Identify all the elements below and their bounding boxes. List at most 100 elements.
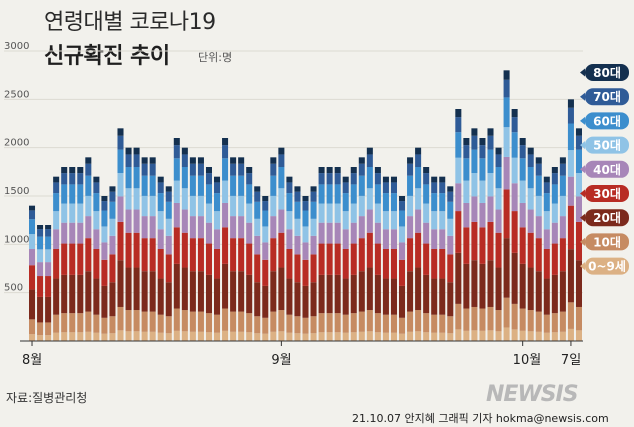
bar-39-segment-1 [342, 314, 349, 333]
bar-39-segment-8 [342, 176, 349, 183]
bar-49-segment-7 [423, 173, 430, 185]
bar-20-segment-6 [189, 175, 196, 196]
bar-34-segment-3 [302, 259, 309, 286]
bar-65-segment-4 [551, 222, 558, 244]
bar-22-segment-4 [205, 222, 212, 244]
bar-60-segment-1 [511, 303, 518, 330]
bar-15-segment-4 [149, 216, 156, 239]
bar-27-segment-6 [246, 184, 253, 204]
bar-13-segment-3 [133, 232, 140, 268]
bar-51 [439, 176, 446, 341]
bar-51-segment-7 [439, 182, 446, 194]
bar-5-segment-6 [69, 184, 76, 204]
bar-63-segment-0 [535, 331, 542, 341]
bar-48-segment-2 [415, 267, 422, 311]
bar-45-segment-8 [390, 176, 397, 183]
bar-38-segment-8 [334, 167, 341, 174]
bar-59-segment-7 [503, 79, 510, 98]
bar-25-segment-6 [230, 175, 237, 196]
bar-39-segment-6 [342, 193, 349, 212]
bar-8-segment-7 [93, 182, 100, 194]
bar-25-segment-4 [230, 216, 237, 239]
bar-9-segment-2 [101, 285, 108, 318]
bar-43-segment-5 [374, 203, 381, 223]
bar-42-segment-1 [366, 310, 373, 332]
bar-8-segment-6 [93, 193, 100, 212]
bar-17-segment-6 [165, 201, 172, 219]
bar-44-segment-2 [382, 278, 389, 315]
bar-4-segment-6 [61, 184, 68, 204]
bar-63-segment-2 [535, 271, 542, 312]
bar-16-segment-6 [157, 193, 164, 212]
bar-67-segment-7 [567, 107, 574, 124]
bar-64-segment-1 [543, 314, 550, 333]
bar-32 [286, 176, 293, 341]
bar-62-segment-7 [527, 154, 534, 167]
bar-26-segment-7 [238, 163, 245, 176]
bar-15-segment-2 [149, 271, 156, 312]
bar-41-segment-8 [358, 157, 365, 164]
bar-15-segment-5 [149, 195, 156, 217]
bar-18-segment-8 [173, 138, 180, 146]
bar-28-segment-0 [254, 333, 261, 341]
bar-50-segment-0 [431, 332, 438, 341]
bar-3-segment-2 [53, 278, 60, 315]
bar-32-segment-4 [286, 229, 293, 249]
bar-37-segment-5 [326, 203, 333, 223]
bar-37-segment-4 [326, 222, 333, 244]
bar-33-segment-8 [294, 186, 301, 192]
bar-44-segment-6 [382, 193, 389, 212]
bar-36 [318, 167, 325, 341]
bar-61-segment-4 [519, 202, 526, 228]
bar-18-segment-5 [173, 180, 180, 203]
bar-17 [165, 186, 172, 341]
bar-30-segment-5 [270, 195, 277, 217]
bar-24-segment-0 [222, 330, 229, 341]
bar-62-segment-5 [527, 188, 534, 210]
bar-22-segment-1 [205, 313, 212, 333]
bar-34-segment-6 [302, 210, 309, 227]
bar-50-segment-6 [431, 193, 438, 212]
bar-18-segment-6 [173, 158, 180, 181]
bar-53 [455, 109, 462, 341]
bar-26-segment-0 [238, 331, 245, 341]
bar-44-segment-3 [382, 248, 389, 279]
bar-17-segment-0 [165, 333, 172, 341]
bar-45-segment-6 [390, 193, 397, 212]
bar-11-segment-2 [117, 260, 124, 307]
bar-45-segment-3 [390, 248, 397, 279]
bar-42-segment-8 [366, 147, 373, 155]
bar-21-segment-4 [197, 216, 204, 239]
bar-17-segment-5 [165, 218, 172, 236]
bar-51-segment-4 [439, 229, 446, 249]
bar-27-segment-7 [246, 173, 253, 185]
bar-45-segment-0 [390, 332, 397, 341]
bar-6-segment-5 [77, 203, 84, 223]
legend-label: 40대 [593, 163, 621, 177]
unit-label: 단위:명 [198, 51, 233, 64]
bar-65-segment-5 [551, 203, 558, 223]
bar-64-segment-6 [543, 193, 550, 212]
bar-57-segment-4 [487, 196, 494, 222]
bar-54-segment-8 [463, 138, 470, 146]
bar-14-segment-0 [141, 331, 148, 341]
legend-label: 10대 [593, 235, 621, 249]
bar-9-segment-4 [101, 242, 108, 260]
bar-58 [495, 147, 502, 341]
bar-22-segment-2 [205, 274, 212, 314]
bar-63-segment-3 [535, 238, 542, 272]
bar-23-segment-8 [214, 176, 221, 183]
bar-1-segment-7 [37, 229, 44, 237]
bar-42-segment-4 [366, 209, 373, 233]
bar-28-segment-6 [254, 201, 261, 219]
bar-24-segment-3 [222, 227, 229, 264]
bar-68-segment-3 [575, 221, 582, 261]
bar-56-segment-0 [479, 330, 486, 341]
bar-3-segment-0 [53, 332, 60, 341]
bar-14-segment-8 [141, 157, 148, 164]
bar-4-segment-1 [61, 313, 68, 333]
bar-46-segment-6 [399, 210, 406, 227]
bar-21-segment-8 [197, 157, 204, 164]
bar-59-segment-4 [503, 156, 510, 190]
bar-55-segment-1 [471, 306, 478, 331]
